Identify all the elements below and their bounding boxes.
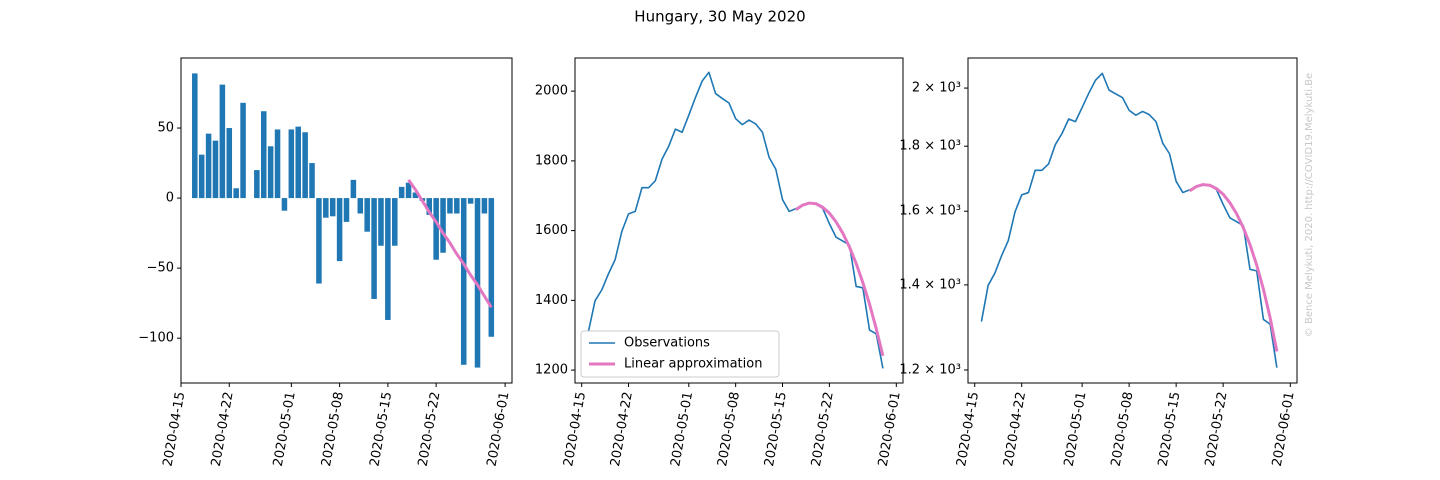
bar bbox=[392, 198, 398, 246]
bar bbox=[440, 198, 446, 253]
y-tick-label: 1400 bbox=[535, 293, 568, 308]
bar bbox=[336, 198, 343, 262]
bar bbox=[378, 198, 384, 246]
bar bbox=[460, 198, 467, 365]
legend-label: Linear approximation bbox=[624, 357, 762, 372]
bar bbox=[398, 186, 405, 199]
bar bbox=[323, 198, 329, 218]
axes-frame bbox=[967, 57, 1298, 384]
bar bbox=[198, 154, 205, 199]
legend-box bbox=[580, 330, 780, 378]
series-line bbox=[795, 201, 885, 357]
bar bbox=[343, 198, 350, 222]
bar bbox=[288, 129, 295, 199]
bar bbox=[240, 102, 246, 199]
y-tick-label: 2000 bbox=[535, 84, 568, 99]
y-tick-label: 1.8 × 10³ bbox=[899, 139, 961, 154]
y-tick-label: 1200 bbox=[535, 363, 568, 378]
bar bbox=[192, 73, 198, 199]
legend-label: Observations bbox=[624, 336, 710, 351]
y-tick-label: 1.2 × 10³ bbox=[899, 362, 961, 377]
bar bbox=[219, 84, 226, 199]
bar bbox=[302, 132, 308, 199]
bar bbox=[281, 198, 288, 211]
axes-frame bbox=[180, 57, 513, 384]
bar bbox=[205, 133, 212, 199]
y-tick-label: 0 bbox=[166, 191, 174, 206]
y-tick-label: 50 bbox=[157, 121, 174, 136]
series-line bbox=[587, 71, 884, 369]
axes-frame bbox=[574, 57, 904, 384]
y-tick-label: 1.6 × 10³ bbox=[899, 204, 961, 219]
bar bbox=[233, 188, 239, 199]
fit-line bbox=[407, 179, 493, 309]
y-tick-label: 1600 bbox=[535, 223, 568, 238]
bar bbox=[426, 198, 433, 215]
bar bbox=[371, 198, 377, 299]
series-line bbox=[980, 72, 1278, 368]
y-tick-label: −100 bbox=[138, 331, 174, 346]
y-tick-label: −50 bbox=[147, 261, 174, 276]
bar bbox=[481, 198, 488, 214]
bar bbox=[226, 128, 233, 199]
bar bbox=[488, 198, 495, 337]
bar bbox=[295, 126, 301, 199]
bar bbox=[350, 179, 357, 199]
y-tick-label: 1.4 × 10³ bbox=[899, 277, 961, 292]
bar bbox=[357, 198, 364, 214]
y-tick-label: 1800 bbox=[535, 153, 568, 168]
bar bbox=[316, 198, 322, 284]
bar bbox=[412, 192, 419, 199]
bar bbox=[433, 198, 439, 260]
watermark: © Bence Melykuti, 2020. http://COVID19.M… bbox=[1304, 73, 1315, 337]
bar bbox=[212, 140, 219, 199]
bar bbox=[267, 146, 274, 199]
bar bbox=[454, 198, 460, 214]
y-tick-label: 2 × 10³ bbox=[912, 81, 961, 96]
bar bbox=[405, 182, 412, 199]
bar bbox=[364, 198, 370, 232]
figure-title: Hungary, 30 May 2020 bbox=[634, 8, 805, 26]
bar bbox=[385, 198, 391, 320]
bar bbox=[447, 198, 453, 214]
bar bbox=[329, 198, 336, 217]
bar bbox=[309, 163, 315, 199]
bar bbox=[260, 111, 267, 199]
bar bbox=[254, 170, 260, 199]
bar bbox=[467, 198, 474, 204]
bar bbox=[274, 129, 281, 199]
series-line bbox=[1188, 183, 1279, 352]
